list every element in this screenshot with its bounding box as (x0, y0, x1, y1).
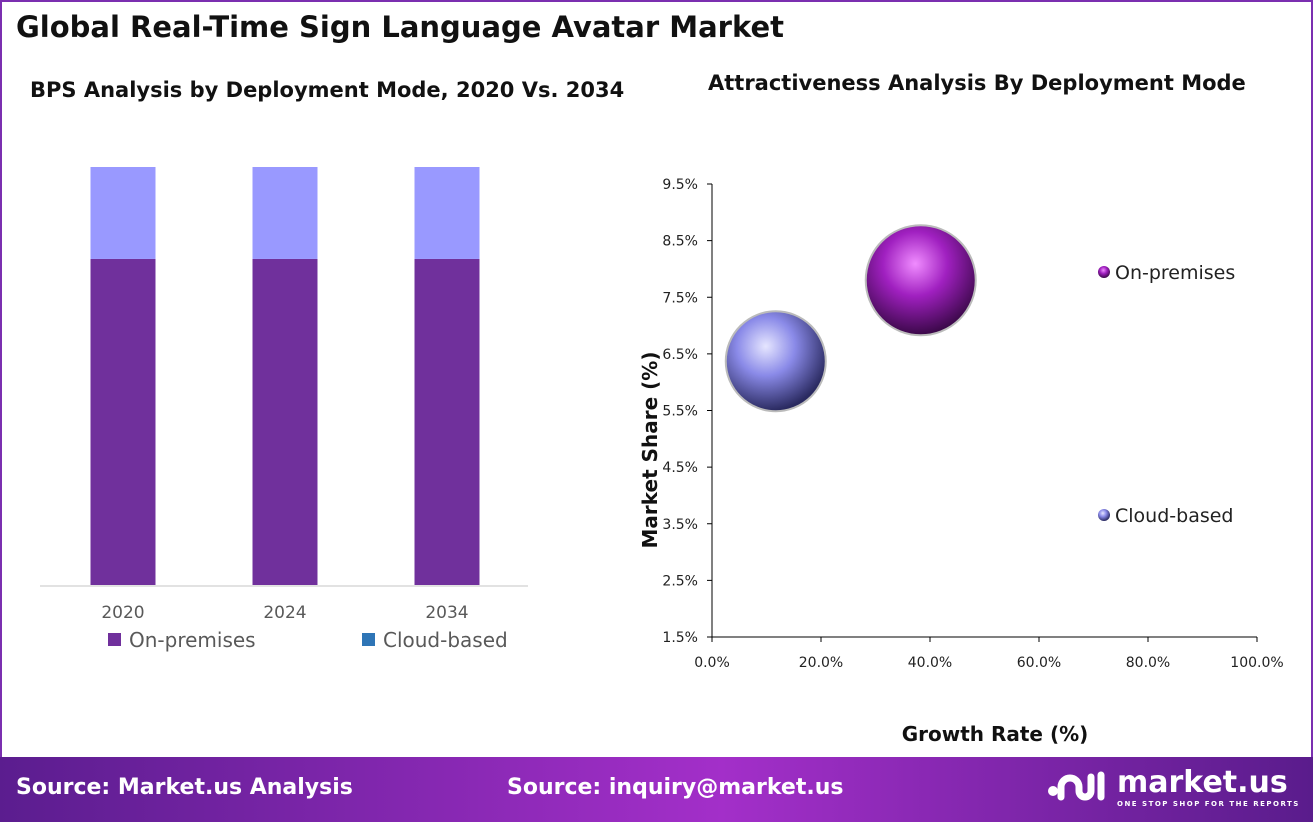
x-tick-label: 2024 (263, 603, 306, 623)
x-axis-title: Growth Rate (%) (902, 722, 1089, 746)
legend-label: On-premises (129, 628, 256, 652)
bar-cloud-based-2024 (252, 167, 318, 259)
legend-swatch-cloud-based (362, 633, 375, 646)
y-axis-title: Market Share (%) (638, 352, 662, 549)
x-tick-label: 60.0% (1017, 655, 1061, 671)
x-tick-label: 0.0% (694, 655, 730, 671)
source-email: Source: inquiry@market.us (507, 775, 844, 800)
logo-icon (1048, 771, 1105, 801)
bar-cloud-based-2020 (90, 167, 156, 259)
legend-marker-on-premises (1098, 266, 1110, 278)
bubble-chart-title: Attractiveness Analysis By Deployment Mo… (708, 71, 1246, 95)
legend-label: Cloud-based (1115, 505, 1233, 527)
y-tick-label: 5.5% (662, 404, 698, 420)
bar-on-premises-2034 (414, 258, 480, 585)
bar-chart-title: BPS Analysis by Deployment Mode, 2020 Vs… (30, 78, 625, 102)
x-tick-label: 40.0% (908, 655, 952, 671)
x-tick-label: 100.0% (1230, 655, 1283, 671)
bar-on-premises-2020 (90, 258, 156, 585)
x-tick-label: 2020 (101, 603, 144, 623)
logo-name: market.us (1117, 765, 1288, 800)
x-tick-label: 2034 (425, 603, 468, 623)
bar-on-premises-2024 (252, 258, 318, 585)
page-title: Global Real-Time Sign Language Avatar Ma… (16, 10, 785, 44)
y-tick-label: 4.5% (662, 460, 698, 476)
y-tick-label: 2.5% (662, 573, 698, 589)
footer: Source: Market.us Analysis Source: inqui… (0, 757, 1313, 822)
legend-marker-cloud-based (1098, 509, 1110, 521)
y-tick-label: 1.5% (662, 630, 698, 646)
charts-svg: 2020 2024 2034 On-premises Cloud-based 1.5% 2.… (40, 167, 1284, 746)
legend-label: Cloud-based (383, 628, 508, 652)
chart-frame (0, 0, 1313, 757)
logo-tagline: ONE STOP SHOP FOR THE REPORTS (1117, 800, 1300, 808)
legend-swatch-on-premises (108, 633, 121, 646)
x-tick-label: 20.0% (799, 655, 843, 671)
y-tick-label: 7.5% (662, 290, 698, 306)
y-tick-label: 6.5% (662, 347, 698, 363)
y-tick-label: 3.5% (662, 517, 698, 533)
bar-cloud-based-2034 (414, 167, 480, 259)
y-tick-label: 8.5% (662, 234, 698, 250)
legend-label: On-premises (1115, 262, 1235, 284)
source-label: Source: Market.us Analysis (16, 775, 353, 800)
bubble-on-premises (864, 224, 977, 337)
x-tick-label: 80.0% (1126, 655, 1170, 671)
y-tick-label: 9.5% (662, 177, 698, 193)
bubble-cloud-based (724, 310, 827, 413)
